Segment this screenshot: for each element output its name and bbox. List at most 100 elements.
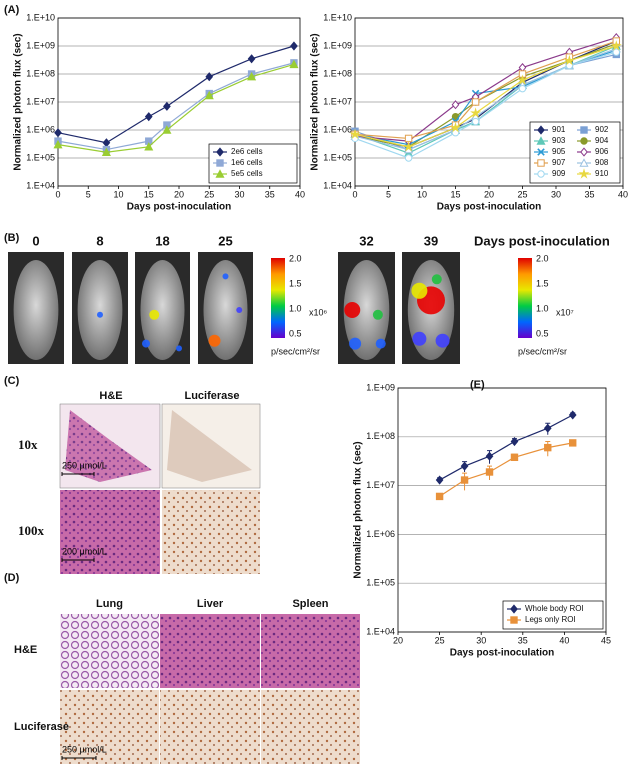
signal-spot xyxy=(344,302,361,318)
y-tick-label: 1.E+10 xyxy=(26,12,55,22)
x-tick-label: 45 xyxy=(601,635,611,645)
tissue-section xyxy=(167,410,252,482)
signal-spot xyxy=(97,311,103,318)
y-tick-label: 1.E+08 xyxy=(366,431,395,441)
y-axis-title: Normalized photon flux (sec) xyxy=(13,33,24,170)
marker xyxy=(404,134,413,143)
x-tick-label: 30 xyxy=(234,189,244,199)
color-bar-label: 0.5 xyxy=(536,328,549,338)
marker xyxy=(163,101,171,111)
legend-label: 1e6 cells xyxy=(231,158,263,167)
x-tick-label: 20 xyxy=(174,189,184,199)
color-bar-label: 2.0 xyxy=(289,253,302,263)
legend-label: Whole body ROI xyxy=(525,604,584,613)
x-tick-label: 40 xyxy=(559,635,569,645)
signal-spot xyxy=(411,282,428,299)
day-label: 18 xyxy=(155,233,169,248)
color-bar xyxy=(271,258,285,338)
marker xyxy=(510,604,518,614)
marker xyxy=(54,128,62,138)
plot-frame xyxy=(397,387,607,633)
legend-label: 909 xyxy=(552,169,566,178)
marker xyxy=(485,468,494,476)
series-line xyxy=(57,62,295,151)
marker xyxy=(349,128,361,139)
marker xyxy=(518,84,527,93)
marker xyxy=(544,443,552,452)
color-bar-units: p/sec/cm²/sr xyxy=(518,346,567,356)
histology-image xyxy=(160,614,260,688)
series-line xyxy=(57,63,295,153)
panel-label: (B) xyxy=(4,232,20,244)
y-tick-label: 1.E+06 xyxy=(366,529,395,539)
y-tick-label: 1.E+06 xyxy=(323,124,352,134)
color-bar-label: 0.5 xyxy=(289,328,302,338)
column-label: H&E xyxy=(99,390,122,402)
histology-image xyxy=(60,490,160,574)
histology-image xyxy=(162,490,260,574)
marker xyxy=(537,148,545,156)
scale-bar-label: 250 µmol/L xyxy=(62,460,107,470)
color-bar-label: 2.0 xyxy=(536,253,549,263)
x-axis-title: Days post-inoculation xyxy=(127,202,231,213)
signal-spot xyxy=(142,339,150,348)
marker xyxy=(101,147,111,156)
signal-spot xyxy=(372,309,383,320)
column-label: Spleen xyxy=(292,598,328,610)
x-tick-label: 30 xyxy=(476,635,486,645)
x-tick-label: 5 xyxy=(86,189,91,199)
y-tick-label: 1.E+06 xyxy=(26,124,55,134)
x-tick-label: 25 xyxy=(435,635,445,645)
histology-image xyxy=(160,690,260,764)
marker xyxy=(568,410,577,420)
marker xyxy=(610,40,622,51)
x-axis-title: Days post-inoculation xyxy=(450,648,554,659)
signal-spot xyxy=(375,338,386,349)
marker xyxy=(470,107,482,118)
y-tick-label: 1.E+09 xyxy=(26,40,55,50)
marker xyxy=(205,72,214,82)
marker xyxy=(144,112,153,122)
y-tick-label: 1.E+05 xyxy=(323,152,352,162)
marker xyxy=(53,139,63,149)
legend-label: 908 xyxy=(595,158,609,167)
day-label: 32 xyxy=(359,233,373,248)
column-label: Lung xyxy=(96,598,123,610)
mouse-body xyxy=(140,260,185,360)
color-bar-multiplier: x10⁷ xyxy=(556,307,574,317)
marker xyxy=(216,147,224,157)
marker xyxy=(578,168,590,179)
marker xyxy=(162,125,172,134)
marker xyxy=(580,137,588,145)
legend-label: 2e6 cells xyxy=(231,147,263,156)
marker xyxy=(435,492,444,501)
marker xyxy=(216,159,224,167)
color-bar-label: 1.0 xyxy=(536,303,549,313)
x-tick-label: 40 xyxy=(618,189,628,199)
marker xyxy=(471,98,480,106)
marker xyxy=(579,158,589,167)
row-label: 100x xyxy=(18,523,45,538)
panel-label: (C) xyxy=(4,375,20,387)
series-line xyxy=(439,414,574,481)
marker xyxy=(460,461,469,471)
tissue-section xyxy=(65,410,152,482)
x-tick-label: 15 xyxy=(450,189,460,199)
signal-spot xyxy=(412,331,427,346)
row-label: Luciferase xyxy=(14,721,69,733)
column-label: Luciferase xyxy=(184,390,239,402)
x-tick-label: 20 xyxy=(484,189,494,199)
day-label: 8 xyxy=(96,233,103,248)
series-line xyxy=(439,442,573,497)
day-label: 0 xyxy=(32,233,39,248)
panel-label: (A) xyxy=(4,4,20,16)
row-label: H&E xyxy=(14,644,37,656)
y-tick-label: 1.E+05 xyxy=(26,152,55,162)
x-axis-title: Days post-inoculation xyxy=(437,202,541,213)
plot-frame xyxy=(57,17,301,187)
marker xyxy=(510,436,519,447)
x-tick-label: 0 xyxy=(352,189,357,199)
x-tick-label: 35 xyxy=(584,189,594,199)
y-tick-label: 1.E+09 xyxy=(323,40,352,50)
